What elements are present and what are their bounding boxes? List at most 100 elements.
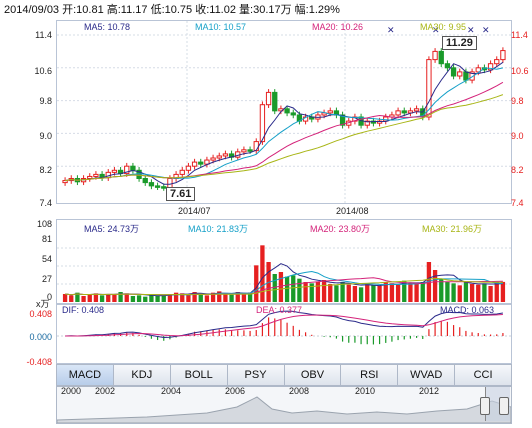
timeline-navigator[interactable]: 2000 2002 2004 2006 2008 2010 2012	[56, 386, 512, 424]
price-ytick-right: 8.2	[511, 165, 524, 175]
candle-body	[339, 114, 346, 126]
vol-ma10-label: MA10: 21.83万	[188, 224, 249, 234]
candle-body	[62, 180, 68, 184]
volume-bar	[365, 283, 370, 302]
candle-body	[185, 165, 192, 171]
macd-ytick: 0.408	[29, 309, 52, 319]
candle-body	[247, 149, 253, 152]
volume-bar	[143, 296, 148, 302]
volume-bar	[383, 282, 388, 302]
volume-bar	[346, 284, 351, 302]
volume-bar	[87, 294, 92, 302]
x-marker-icon: ✕	[387, 25, 395, 35]
volume-bar	[106, 294, 111, 302]
candle-body	[401, 110, 407, 114]
timeline-handle-left[interactable]	[480, 397, 490, 415]
price-ytick-right: 11.4	[511, 30, 528, 40]
timeline-year: 2002	[95, 386, 116, 396]
macd-chart[interactable]	[57, 305, 511, 363]
volume-bar	[149, 294, 154, 302]
candle-body	[469, 71, 475, 81]
price-ma30-label: MA30: 9.95	[420, 22, 467, 32]
indicator-tabs: MACD KDJ BOLL PSY OBV RSI WVAD CCI	[56, 364, 512, 386]
volume-ma30-line	[65, 277, 503, 296]
volume-bar	[439, 278, 444, 302]
volume-chart[interactable]	[57, 220, 511, 303]
volume-bar	[247, 292, 253, 302]
volume-bar	[278, 272, 284, 302]
macd-ytick: -0.408	[26, 357, 52, 367]
candle-body	[179, 169, 185, 175]
quote-header: 2014/09/03 开:10.81 高:11.17 低:10.75 收:11.…	[4, 4, 340, 16]
volume-bar	[414, 283, 419, 302]
candle-body	[148, 182, 155, 187]
candle-body	[130, 165, 136, 171]
candle-body	[444, 63, 451, 69]
price-ma5-label: MA5: 10.78	[84, 22, 131, 32]
candle-body	[500, 50, 506, 61]
vol-ma5-label: MA5: 24.73万	[84, 224, 140, 234]
tab-rsi[interactable]: RSI	[341, 365, 399, 385]
volume-bar	[62, 294, 68, 302]
timeline-handle-right[interactable]	[499, 397, 509, 415]
tab-wvad[interactable]: WVAD	[398, 365, 456, 385]
candle-body	[290, 112, 296, 116]
price-ma10-label: MA10: 10.57	[195, 22, 247, 32]
volume-bar	[192, 292, 197, 302]
candle-body	[161, 186, 167, 189]
vol-ma30-label: MA30: 21.96万	[422, 224, 483, 234]
volume-bar	[340, 282, 345, 302]
candlestick-chart[interactable]: ✕ ✕ ✕ ✕	[57, 21, 511, 203]
volume-bar	[198, 294, 203, 302]
candle-body	[265, 91, 272, 106]
volume-bar	[229, 294, 234, 302]
tab-boll[interactable]: BOLL	[171, 365, 228, 385]
candle-body	[241, 149, 247, 153]
candle-body	[457, 71, 463, 77]
volume-bar	[315, 282, 321, 302]
candle-body	[191, 161, 198, 167]
vol-ytick: 54	[41, 254, 52, 264]
volume-bar	[241, 294, 247, 302]
tab-cci[interactable]: CCI	[473, 369, 493, 381]
candle-body	[253, 141, 259, 152]
candle-body	[284, 108, 290, 114]
volume-bar	[395, 284, 401, 302]
volume-bar	[223, 293, 228, 302]
price-ytick-right: 10.6	[511, 66, 529, 76]
volume-bar	[186, 294, 191, 302]
vol-ma20-label: MA20: 23.80万	[310, 224, 371, 234]
macd-dea-line	[65, 314, 503, 337]
macd-ytick: 0.000	[29, 332, 52, 342]
volume-bar	[210, 292, 216, 302]
macd-value-label: MACD: 0.063	[440, 305, 495, 315]
candle-body	[426, 59, 432, 118]
candle-body	[438, 50, 444, 65]
candle-body	[154, 185, 161, 188]
timeline-year: 2004	[161, 386, 182, 396]
tab-psy[interactable]: PSY	[228, 365, 285, 385]
tab-macd[interactable]: MACD	[57, 365, 114, 385]
volume-bar	[173, 292, 179, 302]
volume-bar	[389, 283, 395, 302]
x-marker-icon: ✕	[432, 25, 440, 35]
volume-bar	[81, 296, 86, 302]
volume-panel	[56, 219, 512, 304]
volume-bar	[217, 291, 222, 302]
timeline-overview	[56, 396, 512, 424]
candle-body	[111, 169, 118, 173]
volume-bar	[476, 284, 481, 302]
volume-bar	[377, 286, 382, 302]
price-ytick: 9.0	[39, 131, 52, 141]
volume-bar	[272, 274, 277, 302]
candle-body	[87, 175, 93, 179]
volume-bar	[488, 286, 493, 302]
macd-panel	[56, 304, 512, 364]
candle-body	[216, 155, 222, 159]
price-ytick-right: 7.4	[511, 198, 524, 208]
tab-obv[interactable]: OBV	[285, 365, 342, 385]
tab-kdj[interactable]: KDJ	[114, 365, 171, 385]
volume-bar	[130, 296, 136, 302]
vol-unit-label: x万	[36, 299, 50, 309]
volume-bar	[420, 282, 425, 302]
